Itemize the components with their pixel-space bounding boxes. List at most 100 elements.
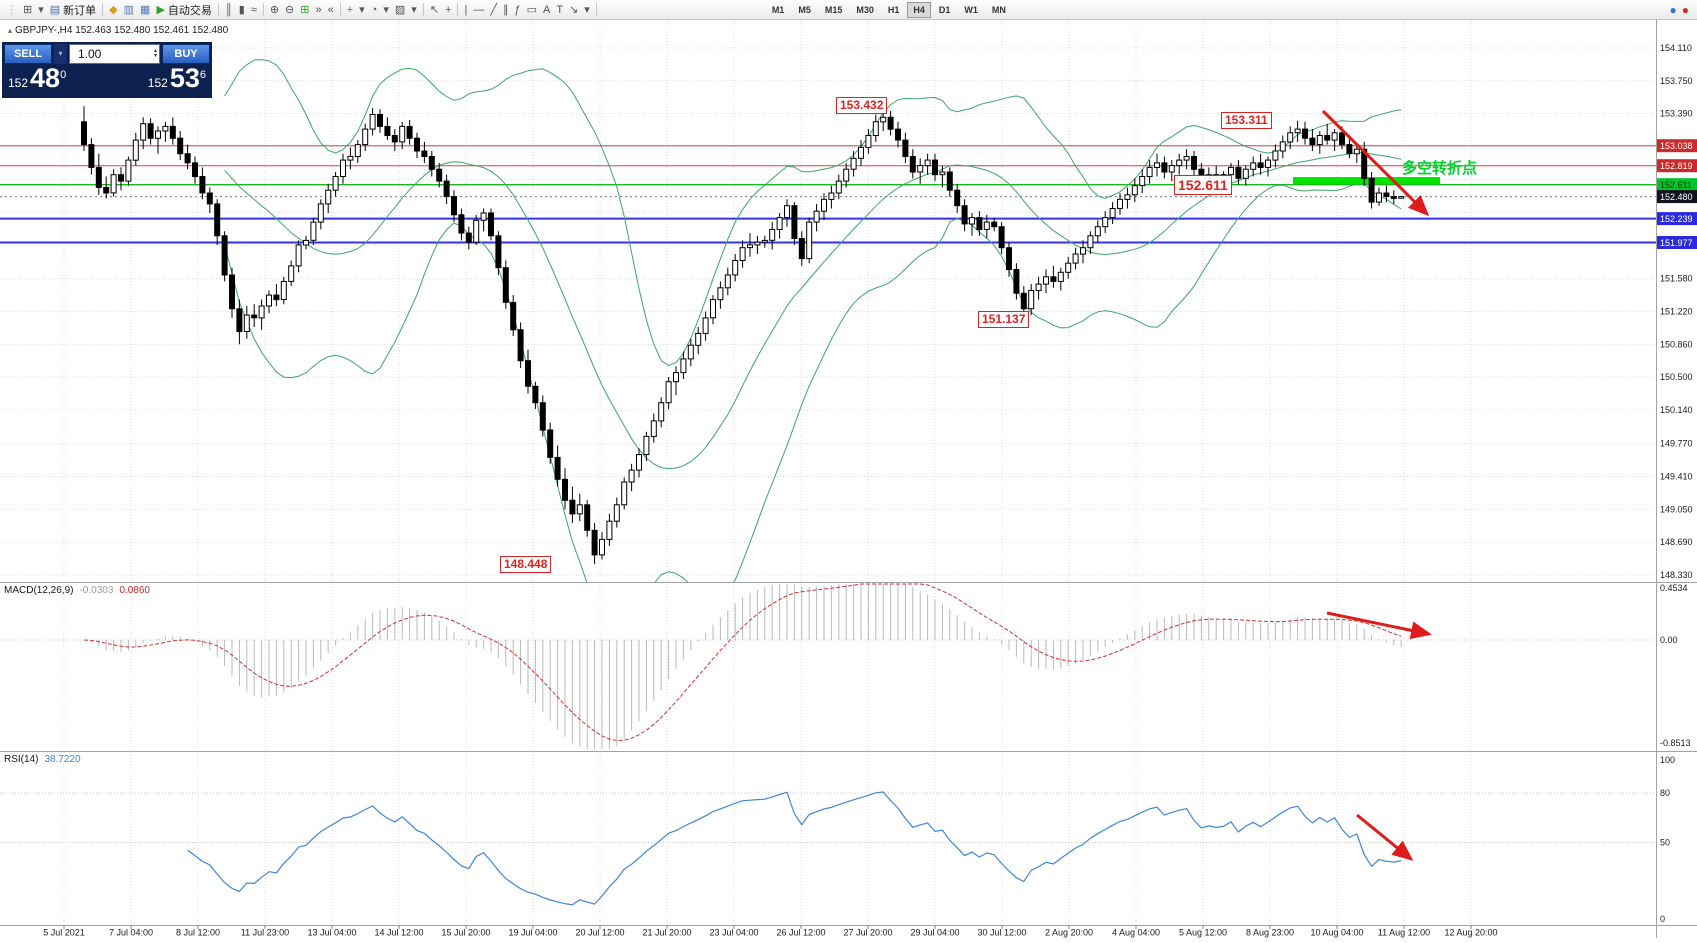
crosshair-icon[interactable]: + [442, 1, 454, 19]
bar-chart-icon[interactable]: ║ [222, 1, 236, 19]
channel-icon[interactable]: ∥ [500, 1, 512, 19]
toolbar-separator [217, 3, 219, 16]
channel-icon: ∥ [502, 3, 509, 16]
price-tags: 153.038 152.819 152.611 152.480 152.239 151.9… [1657, 139, 1697, 249]
horizontal-line-icon[interactable]: ― [470, 1, 487, 19]
vertical-line-icon: | [464, 3, 468, 16]
periods-dropdown-icon: ▾ [383, 3, 389, 16]
svg-text:154.110: 154.110 [1660, 43, 1692, 53]
sell-button[interactable]: SELL [4, 44, 52, 64]
macd-histogram [90, 584, 1402, 749]
new-chart-icon: ⊞ [23, 3, 33, 16]
volume-up-stepper[interactable]: ▴ [153, 48, 157, 54]
bull-candles [110, 114, 1405, 556]
buy-button[interactable]: BUY [162, 44, 210, 64]
trend-arrow-3[interactable] [1356, 813, 1414, 861]
svg-text:8 Aug 23:00: 8 Aug 23:00 [1246, 928, 1294, 938]
chart-shift-icon: « [327, 3, 334, 16]
navigator-icon[interactable]: ▦ [137, 1, 153, 19]
line-chart-icon: ≈ [250, 3, 257, 16]
green-highlight-bar[interactable] [1293, 177, 1440, 185]
turning-point-note[interactable]: 多空转折点 [1402, 160, 1478, 177]
new-order-button-label: 新订单 [63, 4, 97, 17]
indicators-dropdown-icon[interactable]: ▾ [356, 1, 368, 19]
arrows-icon[interactable]: ↘ [566, 1, 581, 19]
svg-text:153.750: 153.750 [1660, 76, 1693, 86]
market-watch-icon[interactable]: ◆ [106, 1, 120, 19]
shapes-icon[interactable]: ▭ [524, 1, 540, 19]
price-axis[interactable]: 154.110 153.750 153.390 151.580 151.220 150.8… [1660, 43, 1693, 580]
community-icon[interactable]: ● [1669, 2, 1677, 17]
trend-arrow-1[interactable] [1321, 109, 1430, 217]
toolbar-separator [422, 3, 424, 16]
cursor-icon[interactable]: ↖ [427, 1, 442, 19]
new-order-button[interactable]: ▤ 新订单 [47, 1, 99, 19]
new-chart-dropdown-icon[interactable]: ▾ [35, 1, 47, 19]
timeframe-button-m1[interactable]: M1 [771, 4, 785, 15]
timeframe-button-d1[interactable]: D1 [938, 4, 951, 15]
vertical-line-icon[interactable]: | [461, 1, 470, 19]
svg-text:149.770: 149.770 [1660, 439, 1693, 449]
auto-scroll-icon: » [315, 3, 322, 16]
fibonacci-icon: ƒ [514, 3, 521, 16]
timeframe-button-m5[interactable]: M5 [798, 4, 811, 15]
macd-name: MACD(12,26,9) [4, 585, 74, 596]
volume-preset-dropdown[interactable]: ▾ [54, 44, 67, 64]
indicators-icon[interactable]: + [344, 1, 356, 19]
timeframe-button-m30[interactable]: M30 [856, 4, 874, 15]
svg-text:151.977: 151.977 [1660, 238, 1693, 248]
panel-separators[interactable] [0, 582, 1697, 926]
data-window-icon[interactable]: ▥ [121, 1, 137, 19]
svg-text:13 Jul 04:00: 13 Jul 04:00 [307, 928, 356, 938]
timeframe-button-m15[interactable]: M15 [824, 4, 843, 15]
rsi-scale: 100 80 50 0 [1660, 755, 1675, 924]
svg-text:4 Aug 04:00: 4 Aug 04:00 [1112, 928, 1160, 938]
macd-scale: 0.4534 0.00 -0.8513 [1660, 583, 1691, 748]
candlestick-chart-icon[interactable]: ▮ [236, 1, 248, 19]
line-chart-icon[interactable]: ≈ [248, 1, 260, 19]
periods-icon[interactable]: ◔ [368, 1, 381, 19]
price-callout[interactable]: 153.311 [1221, 112, 1272, 129]
arrows-dropdown-icon[interactable]: ▾ [581, 1, 593, 19]
price-callout[interactable]: 152.611 [1174, 175, 1232, 195]
auto-scroll-icon[interactable]: » [312, 1, 324, 19]
time-axis[interactable]: 5 Jul 2021 7 Jul 04:00 8 Jul 12:00 11 Jul 2… [43, 928, 1497, 938]
bear-candles [81, 114, 1397, 556]
timeframe-button-w1[interactable]: W1 [964, 4, 978, 15]
autotrade-button[interactable]: ▶ 自动交易 [153, 1, 214, 19]
toolbar-grip[interactable]: ⋮ [3, 1, 20, 19]
svg-text:2 Aug 20:00: 2 Aug 20:00 [1045, 928, 1093, 938]
trend-arrow-2[interactable] [1326, 611, 1432, 640]
volume-down-stepper[interactable]: ▾ [153, 53, 157, 59]
svg-text:26 Jul 12:00: 26 Jul 12:00 [776, 928, 825, 938]
navigator-icon: ▦ [140, 3, 151, 16]
svg-text:15 Jul 20:00: 15 Jul 20:00 [441, 928, 490, 938]
timeframe-button-mn[interactable]: MN [991, 4, 1006, 15]
text-icon[interactable]: A [540, 1, 553, 19]
timeframe-button-h4[interactable]: H4 [907, 1, 931, 18]
periods-dropdown-icon[interactable]: ▾ [380, 1, 392, 19]
price-callout[interactable]: 148.448 [500, 556, 552, 573]
svg-text:150.860: 150.860 [1660, 339, 1693, 349]
alerts-icon[interactable]: ● [1681, 2, 1689, 17]
zoom-out-icon[interactable]: ⊖ [282, 1, 297, 19]
new-chart-icon[interactable]: ⊞ [20, 1, 35, 19]
text-label-icon[interactable]: T [553, 1, 566, 19]
shapes-icon: ▭ [526, 3, 537, 16]
timeframe-button-h1[interactable]: H1 [887, 4, 900, 15]
price-callout[interactable]: 151.137 [978, 311, 1030, 328]
price-callout[interactable]: 153.432 [836, 97, 888, 114]
svg-text:153.038: 153.038 [1660, 141, 1693, 151]
zoom-in-icon[interactable]: ⊕ [267, 1, 282, 19]
chart-shift-icon[interactable]: « [325, 1, 337, 19]
templates-icon[interactable]: ▨ [392, 1, 408, 19]
toolbar-grip-icon: ⋮ [6, 3, 17, 16]
volume-input[interactable]: 1.00 ▴ ▾ [69, 44, 160, 64]
fibonacci-icon[interactable]: ƒ [511, 1, 523, 19]
templates-dropdown-icon[interactable]: ▾ [408, 1, 420, 19]
tile-windows-icon[interactable]: ⊞ [297, 1, 312, 19]
one-click-toggle-icon[interactable]: ▴ [8, 26, 13, 35]
trendline-icon[interactable]: ╱ [487, 1, 500, 19]
